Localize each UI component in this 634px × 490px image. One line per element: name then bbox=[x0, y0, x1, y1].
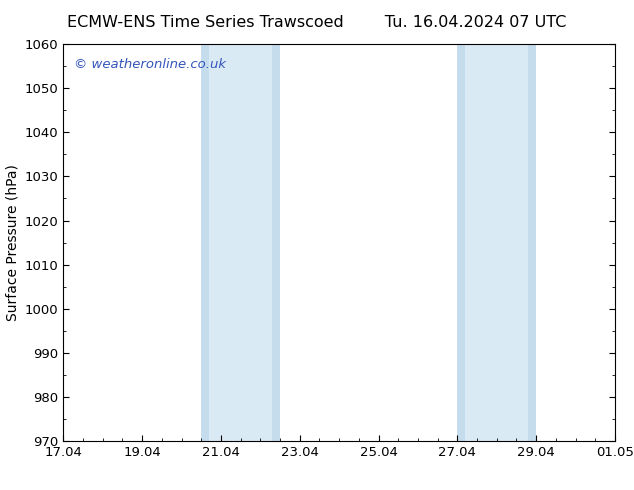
Bar bbox=[457, 44, 536, 441]
Y-axis label: Surface Pressure (hPa): Surface Pressure (hPa) bbox=[5, 164, 19, 321]
Text: © weatheronline.co.uk: © weatheronline.co.uk bbox=[74, 58, 226, 71]
Bar bbox=[457, 44, 465, 441]
Bar bbox=[202, 44, 280, 441]
Bar bbox=[528, 44, 536, 441]
Bar bbox=[202, 44, 209, 441]
Text: ECMW-ENS Time Series Trawscoed        Tu. 16.04.2024 07 UTC: ECMW-ENS Time Series Trawscoed Tu. 16.04… bbox=[67, 15, 567, 30]
Bar bbox=[272, 44, 280, 441]
